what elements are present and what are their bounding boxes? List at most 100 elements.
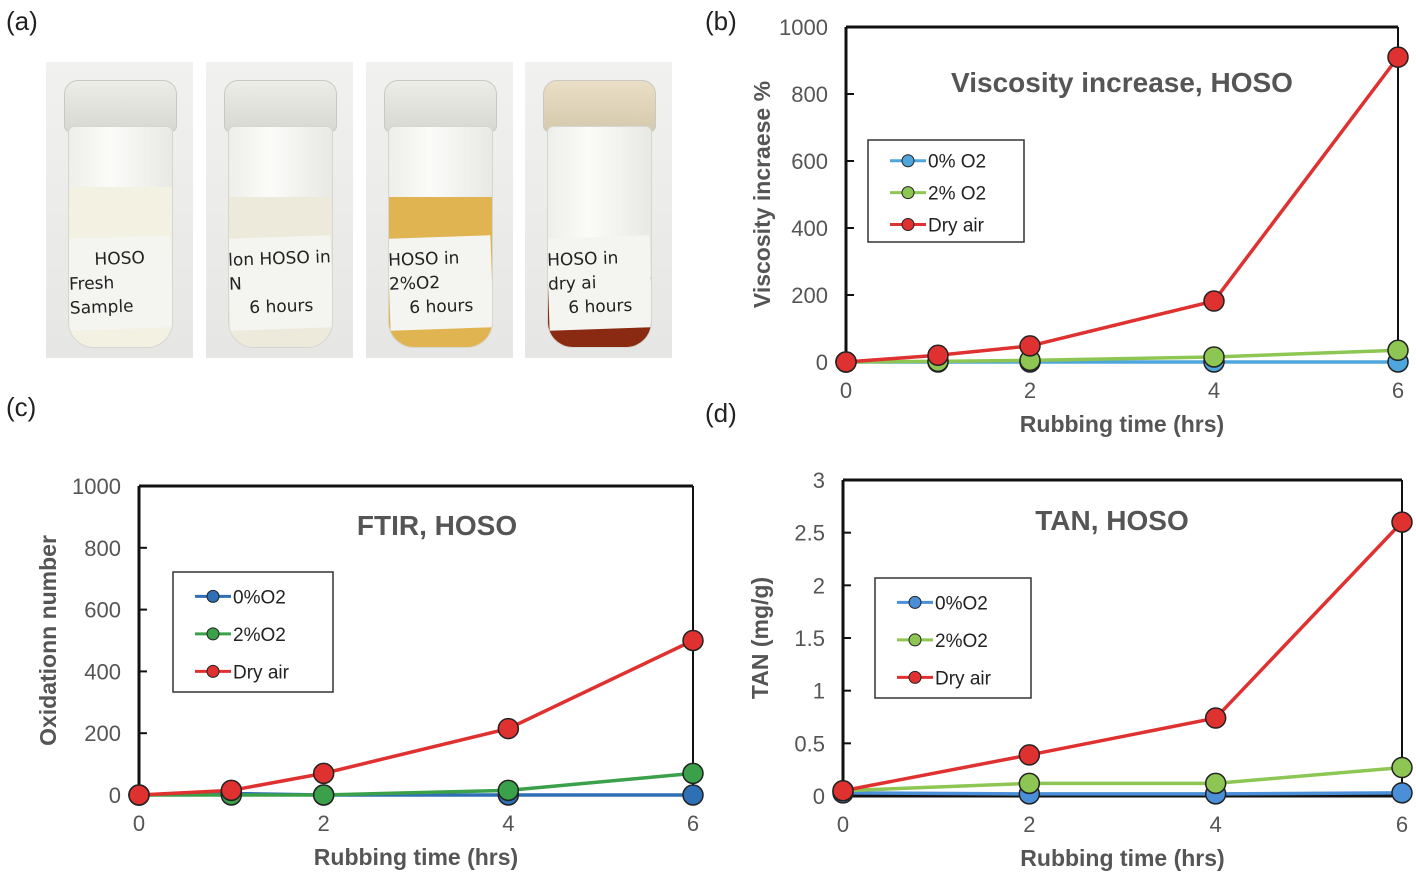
panel-label-c: (c) — [6, 392, 37, 422]
y-tick-label: 800 — [84, 536, 121, 561]
x-tick-label: 2 — [318, 811, 330, 836]
x-tick-label: 0 — [133, 811, 145, 836]
x-tick-label: 6 — [1396, 812, 1408, 837]
x-axis-label: Rubbing time (hrs) — [1020, 845, 1224, 871]
legend-swatch-marker — [908, 670, 922, 684]
y-tick-label: 0.5 — [794, 731, 825, 756]
legend-swatch-marker — [901, 186, 915, 200]
vial-photo-2pct-o2: HOSO in 2%O2 6 hours — [366, 62, 513, 358]
data-point — [220, 779, 243, 802]
data-point — [1391, 782, 1413, 804]
x-tick-label: 4 — [1210, 812, 1222, 837]
data-point — [927, 344, 949, 367]
vial-photo-fresh: HOSO Fresh Sample — [46, 62, 193, 358]
x-tick-label: 0 — [837, 812, 849, 837]
data-point — [497, 717, 520, 740]
legend-label: Dry air — [233, 662, 290, 683]
data-point — [1391, 511, 1413, 533]
x-tick-label: 6 — [687, 811, 699, 836]
legend-label: 0% O2 — [928, 152, 986, 173]
data-point — [1203, 346, 1225, 368]
data-point — [1387, 46, 1409, 68]
legend: 0% O2 2% O2 Dry air — [867, 139, 1025, 243]
chart-title: Viscosity increase, HOSO — [951, 67, 1293, 98]
data-point — [312, 762, 335, 785]
data-point — [128, 784, 150, 806]
y-axis-label: Oxidationn number — [35, 535, 61, 746]
y-tick-label: 0 — [109, 783, 121, 808]
panel-label-b: (b) — [705, 6, 737, 36]
legend-label: Dry air — [935, 668, 992, 689]
data-point — [312, 784, 335, 806]
panel-label-d: (d) — [705, 398, 737, 428]
x-tick-label: 2 — [1024, 378, 1036, 403]
data-point — [1204, 707, 1227, 729]
legend-swatch-marker — [908, 595, 922, 609]
data-point — [1204, 772, 1227, 795]
data-point — [1018, 744, 1041, 766]
y-tick-label: 600 — [84, 598, 121, 623]
data-point — [1391, 756, 1413, 779]
data-point — [682, 784, 704, 806]
legend: 0%O2 2%O2 Dry air — [874, 577, 1032, 699]
legend-label: 2%O2 — [233, 625, 286, 646]
chart-viscosity: 0 200 400 600 800 1000 0 2 4 6 Rubbing time (hrs) V… — [749, 15, 1409, 437]
x-tick-label: 4 — [1208, 378, 1220, 403]
legend-label: 2%O2 — [935, 631, 988, 652]
y-axis-label: Viscosity incraese % — [749, 81, 775, 308]
x-tick-label: 4 — [502, 811, 514, 836]
x-axis-label: Rubbing time (hrs) — [314, 844, 518, 870]
data-point — [1387, 339, 1409, 362]
y-tick-label: 0 — [816, 350, 828, 375]
y-tick-label: 1000 — [779, 15, 828, 40]
data-point — [832, 779, 854, 802]
chart-title: TAN, HOSO — [1035, 505, 1188, 536]
series-line-2-o2 — [842, 765, 1403, 793]
y-axis-label: TAN (mg/g) — [747, 577, 773, 699]
y-tick-label: 1000 — [72, 474, 121, 499]
y-tick-label: 200 — [84, 721, 121, 746]
y-tick-label: 1 — [813, 679, 825, 704]
y-tick-label: 400 — [791, 216, 828, 241]
chart-ftir: 0 200 400 600 800 1000 0 2 4 6 Rubbing time (hrs) O… — [35, 474, 704, 870]
legend: 0%O2 2%O2 Dry air — [172, 571, 334, 693]
data-point — [1018, 772, 1041, 795]
series-line-dry-air — [842, 520, 1404, 793]
legend-label: 0%O2 — [935, 593, 988, 614]
legend-swatch-marker — [901, 154, 915, 168]
x-tick-label: 0 — [840, 378, 852, 403]
data-point — [497, 779, 520, 802]
y-tick-label: 0 — [813, 784, 825, 809]
data-point — [835, 351, 857, 373]
y-tick-label: 200 — [791, 283, 828, 308]
y-tick-label: 600 — [791, 149, 828, 174]
data-point — [1203, 290, 1225, 312]
legend-swatch-marker — [206, 627, 220, 641]
chart-tan: 0 0.5 1 1.5 2 2.5 3 0 2 4 6 Rubbing time (hrs) TAN (… — [747, 468, 1413, 871]
y-tick-label: 2.5 — [794, 521, 825, 546]
y-tick-label: 2 — [813, 573, 825, 598]
panel-label-a: (a) — [6, 6, 38, 36]
chart-title: FTIR, HOSO — [357, 510, 517, 541]
x-axis-label: Rubbing time (hrs) — [1020, 411, 1224, 437]
legend-swatch-marker — [206, 589, 220, 603]
x-tick-label: 2 — [1023, 812, 1035, 837]
legend-swatch-marker — [908, 633, 922, 647]
legend-swatch-marker — [901, 217, 915, 231]
y-tick-label: 3 — [813, 468, 825, 493]
data-point — [1019, 335, 1041, 357]
legend-swatch-marker — [206, 664, 220, 678]
series-line-0-o2 — [842, 791, 1403, 796]
legend-label: Dry air — [928, 215, 985, 236]
legend-label: 0%O2 — [233, 587, 286, 608]
data-point — [682, 629, 704, 652]
data-point — [682, 762, 704, 785]
y-tick-label: 1.5 — [794, 626, 825, 651]
legend-label: 2% O2 — [928, 184, 986, 205]
vial-photo-dry-air: HOSO in dry ai 6 hours — [525, 62, 672, 358]
y-tick-label: 400 — [84, 659, 121, 684]
x-tick-label: 6 — [1392, 378, 1404, 403]
y-tick-label: 800 — [791, 82, 828, 107]
